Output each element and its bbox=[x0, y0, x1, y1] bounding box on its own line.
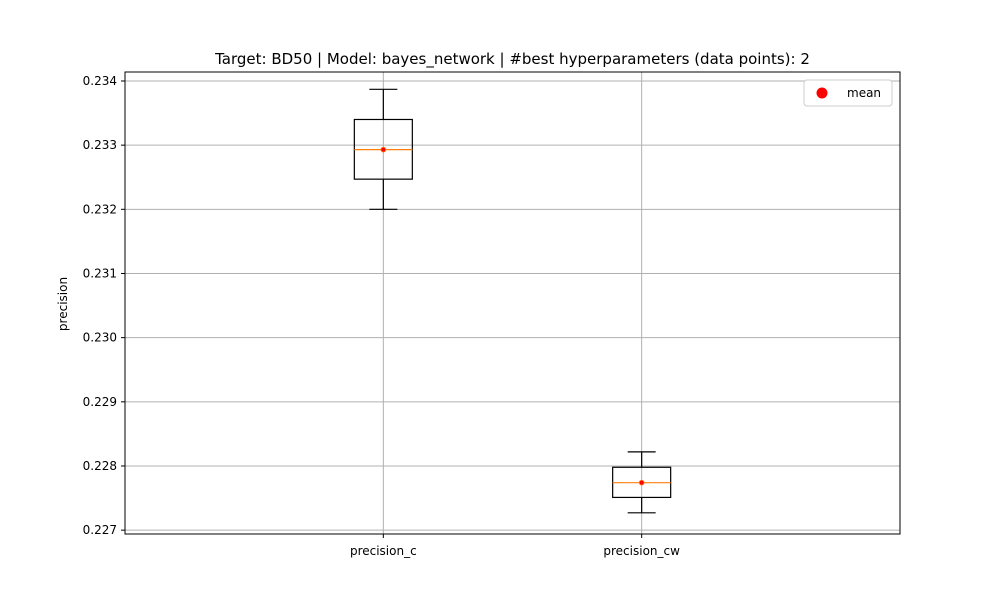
axes-frame bbox=[124, 71, 901, 535]
y-tick-label: 0.229 bbox=[83, 395, 117, 409]
legend-box bbox=[803, 79, 893, 107]
y-tick-label: 0.227 bbox=[83, 523, 117, 537]
mean-marker bbox=[638, 479, 645, 486]
legend: mean bbox=[803, 79, 893, 107]
box-precision_c bbox=[353, 88, 413, 210]
y-tick-label: 0.231 bbox=[83, 266, 117, 280]
x-tick-label: precision_cw bbox=[603, 544, 680, 558]
plot-area bbox=[353, 88, 672, 514]
mean-marker bbox=[380, 146, 387, 153]
legend-label: mean bbox=[847, 86, 881, 100]
x-tick-label: precision_c bbox=[350, 544, 417, 558]
y-axis-label: precision bbox=[56, 277, 70, 331]
y-tick-label: 0.230 bbox=[83, 331, 117, 345]
chart-title: Target: BD50 | Model: bayes_network | #b… bbox=[214, 50, 810, 69]
y-tick-label: 0.234 bbox=[83, 74, 117, 88]
y-tick-label: 0.232 bbox=[83, 202, 117, 216]
y-tick-label: 0.233 bbox=[83, 138, 117, 152]
box-precision_cw bbox=[612, 451, 672, 514]
axes: 0.227 0.228 0.229 0.230 0.231 0.232 0.233 0.234… bbox=[83, 71, 901, 558]
legend-mean-marker bbox=[816, 87, 828, 99]
y-tick-label: 0.228 bbox=[83, 459, 117, 473]
